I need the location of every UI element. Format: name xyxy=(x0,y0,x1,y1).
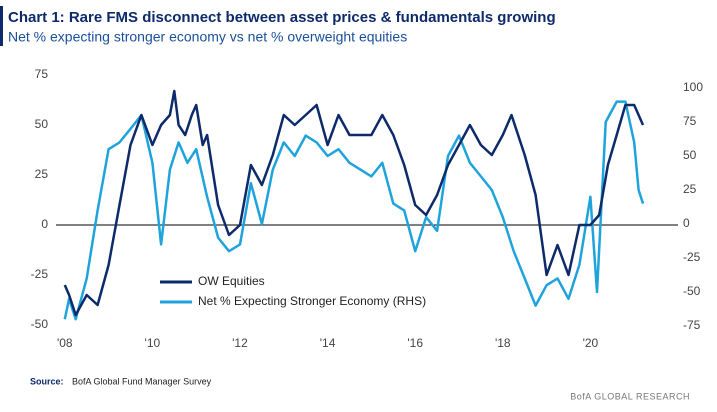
series-line xyxy=(63,89,645,317)
y2-tick-label: -25 xyxy=(683,250,701,264)
footer: BofA GLOBAL RESEARCH xyxy=(570,391,690,401)
x-tick-label: '16 xyxy=(407,336,423,350)
y2-tick-label: -75 xyxy=(683,318,701,332)
x-tick-label: '12 xyxy=(232,336,248,350)
y2-tick-label: 50 xyxy=(683,148,697,162)
title-bar xyxy=(0,6,3,46)
y2-tick-label: 0 xyxy=(683,216,690,230)
source-label: Source: xyxy=(30,376,64,386)
x-tick-label: '14 xyxy=(320,336,336,350)
y2-tick-label: 100 xyxy=(683,80,703,94)
legend-label: OW Equities xyxy=(198,274,265,288)
y-tick-label: 0 xyxy=(41,217,48,231)
y-tick-label: 75 xyxy=(35,67,49,81)
y-tick-label: -25 xyxy=(31,267,49,281)
y2-tick-label: -50 xyxy=(683,284,701,298)
x-tick-label: '20 xyxy=(583,336,599,350)
x-tick-label: '10 xyxy=(145,336,161,350)
source-text: BofA Global Fund Manager Survey xyxy=(72,376,212,386)
y2-tick-label: 75 xyxy=(683,114,697,128)
y-tick-label: -50 xyxy=(31,317,49,331)
y2-tick-label: 25 xyxy=(683,182,697,196)
x-tick-label: '18 xyxy=(495,336,511,350)
series-line xyxy=(63,100,645,321)
y-tick-label: 50 xyxy=(35,117,49,131)
legend-label: Net % Expecting Stronger Economy (RHS) xyxy=(198,294,426,308)
y-tick-label: 25 xyxy=(35,167,49,181)
chart-subtitle: Net % expecting stronger economy vs net … xyxy=(8,29,407,45)
x-tick-label: '08 xyxy=(57,336,73,350)
chart-title: Chart 1: Rare FMS disconnect between ass… xyxy=(8,9,556,26)
